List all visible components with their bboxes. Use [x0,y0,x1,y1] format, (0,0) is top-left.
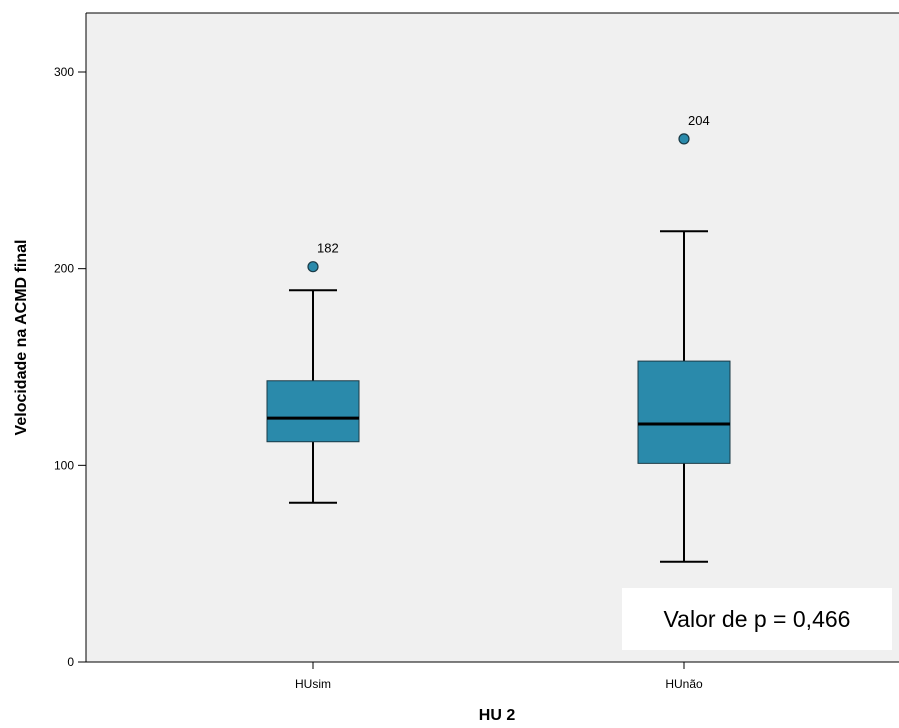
iqr-box [266,380,360,443]
x-axis-ticks: HUsim HUnão [295,662,703,691]
x-axis-title: HU 2 [479,707,516,724]
p-value-box [622,588,892,650]
plot-area [86,13,899,662]
y-axis-ticks: 0 100 200 300 [54,65,86,669]
outlier-label: 182 [317,241,339,256]
x-tick-label: HUsim [295,677,331,691]
y-tick-label: 100 [54,458,74,472]
y-tick-label: 300 [54,65,74,79]
outlier-label: 204 [688,113,710,128]
p-value-text: Valor de p = 0,466 [664,606,851,632]
iqr-box [637,360,731,464]
box-group-0: 182 [266,241,360,504]
y-tick-label: 0 [67,655,74,669]
box-group-1: 204 [637,113,731,563]
y-tick-label: 200 [54,262,74,276]
box-series: 182 204 [266,113,731,563]
y-axis-title: Velocidade na ACMD final [13,240,30,436]
p-value-annotation: Valor de p = 0,466 [622,588,892,650]
outlier-point [307,261,319,273]
x-tick-label: HUnão [665,677,703,691]
outlier-point [678,133,690,145]
